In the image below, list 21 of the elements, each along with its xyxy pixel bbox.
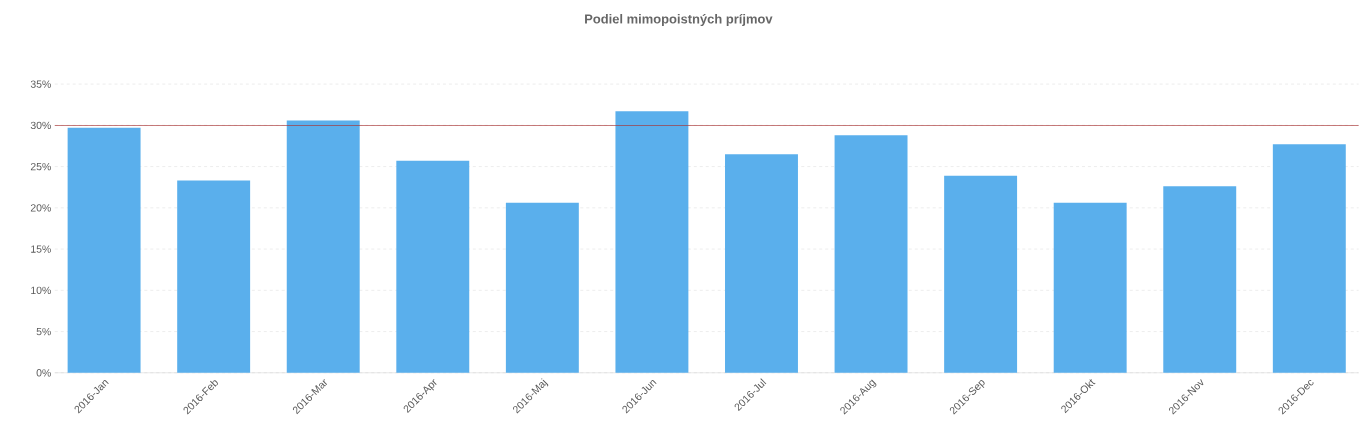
bar (1272, 144, 1346, 373)
y-tick-label: 5% (36, 328, 51, 336)
y-tick-label: 35% (30, 80, 51, 88)
y-tick-label: 25% (30, 163, 51, 171)
bar (67, 127, 141, 373)
bar (834, 135, 908, 373)
bar (944, 175, 1018, 373)
bar (725, 154, 798, 373)
y-tick-label: 20% (30, 204, 51, 212)
bar (1163, 186, 1237, 373)
y-tick-label: 10% (31, 286, 51, 295)
bar (505, 203, 579, 373)
bar (615, 111, 689, 373)
chart-title: Podiel mimopoistných príjmov (585, 14, 773, 27)
y-tick-label: 15% (31, 245, 51, 253)
bar (1053, 203, 1127, 373)
bar (396, 160, 470, 373)
bar (177, 180, 251, 373)
bar (286, 120, 360, 373)
y-tick-label: 30% (30, 121, 51, 130)
y-tick-label: 0% (36, 369, 51, 377)
